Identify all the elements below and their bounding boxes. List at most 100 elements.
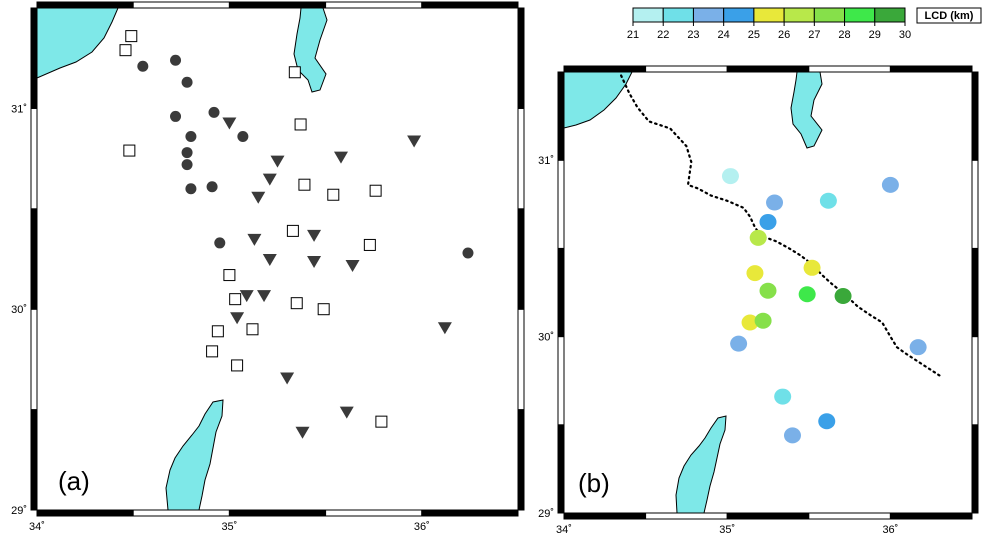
colorbar-cell <box>844 7 876 23</box>
triangle-marker <box>257 290 272 303</box>
lcd-point <box>819 192 837 209</box>
x-tick-label: 35˚ <box>221 521 237 533</box>
square-marker <box>290 297 303 310</box>
triangle-marker <box>262 254 277 266</box>
colorbar-tick-label: 21 <box>627 29 639 41</box>
circle-marker <box>137 60 149 72</box>
lcd-point <box>909 339 927 356</box>
square-marker <box>246 323 259 336</box>
circle-marker <box>170 110 182 122</box>
triangle-marker <box>345 260 360 273</box>
circle-marker <box>181 76 193 88</box>
y-tick-label: 31˚ <box>538 155 554 167</box>
lcd-point <box>746 265 764 282</box>
lcd-point <box>754 312 772 329</box>
colorbar-tick-label: 28 <box>838 29 850 41</box>
lcd-point <box>759 282 777 299</box>
lcd-point <box>749 229 767 246</box>
frame-segment <box>808 65 891 73</box>
x-tick-label: 35˚ <box>719 524 735 533</box>
triangle-marker <box>339 406 354 419</box>
colorbar-cell <box>753 7 785 23</box>
frame-segment <box>645 512 728 520</box>
frame-segment <box>517 208 525 310</box>
frame-segment <box>557 247 565 338</box>
frame-segment <box>228 509 327 517</box>
square-marker <box>369 184 382 197</box>
frame-segment <box>325 509 423 517</box>
panel-label-a: (a) <box>58 466 90 496</box>
frame-segment <box>36 1 134 9</box>
colorbar-tick-label: 26 <box>778 29 790 41</box>
square-marker <box>363 238 376 251</box>
circle-marker <box>208 106 220 118</box>
triangle-marker <box>239 290 254 303</box>
lcd-point <box>803 259 821 276</box>
circle-marker <box>214 237 226 249</box>
frame-segment <box>971 159 979 249</box>
square-marker <box>294 118 307 131</box>
frame-segment <box>808 512 891 520</box>
colorbar-tick-label: 29 <box>869 29 881 41</box>
colorbar-cell <box>662 7 694 23</box>
colorbar-title-box <box>916 7 982 24</box>
frame-segment <box>517 409 525 511</box>
colorbar-cell <box>692 7 725 23</box>
frame-segment <box>30 7 38 109</box>
lcd-point <box>741 314 759 331</box>
lcd-points-b <box>721 168 927 444</box>
triangle-marker <box>407 135 422 148</box>
frame-segment <box>30 107 38 210</box>
frame-segment <box>421 1 519 9</box>
y-tick-label: 29˚ <box>538 508 554 520</box>
frame-segment <box>557 336 565 426</box>
circle-marker <box>185 131 197 143</box>
circle-marker <box>462 247 474 259</box>
frame-segment <box>36 509 134 517</box>
frame-segment <box>325 1 423 9</box>
colorbar-cell <box>723 7 755 23</box>
triangle-marker <box>222 117 237 130</box>
station-markers-a <box>119 30 474 439</box>
colorbar-cell <box>813 7 846 23</box>
square-marker <box>327 188 340 201</box>
x-tick-label: 36˚ <box>882 524 898 533</box>
lcd-point <box>730 335 748 352</box>
colorbar-ticks: 21 22 23 24 25 26 27 28 29 30 <box>627 22 911 41</box>
frame-segment <box>889 512 973 520</box>
y-tick-label: 30˚ <box>11 304 27 316</box>
colorbar-tick-label: 27 <box>808 29 820 41</box>
circle-marker <box>185 183 197 195</box>
tick-labels-b: 34˚ 35˚ 36˚ 29˚ 30˚ 31˚ <box>538 155 898 533</box>
y-tick-label: 31˚ <box>11 103 27 115</box>
frame-segment <box>889 65 973 73</box>
y-tick-label: 29˚ <box>11 505 27 517</box>
square-marker <box>231 359 244 372</box>
map-panel-b: 34˚ 35˚ 36˚ 29˚ 30˚ 31˚ (b) <box>538 65 979 533</box>
sea-gulf-of-aqaba-a <box>165 399 224 511</box>
triangle-marker <box>307 229 322 242</box>
frame-segment <box>132 509 230 517</box>
lcd-point <box>834 288 852 305</box>
frame-segment <box>517 107 525 210</box>
square-marker <box>288 66 301 79</box>
map-border <box>563 71 973 514</box>
sea-polygons-a <box>36 7 328 511</box>
colorbar-tick-label: 25 <box>748 29 760 41</box>
map-frame-a <box>30 1 525 517</box>
sea-polygons-b <box>563 71 823 514</box>
colorbar-tick-label: 23 <box>687 29 699 41</box>
square-marker <box>375 415 388 428</box>
frame-segment <box>557 424 565 514</box>
x-tick-label: 34˚ <box>556 524 572 533</box>
lcd-point <box>721 168 739 185</box>
lcd-point <box>774 388 792 405</box>
lcd-point <box>798 286 816 303</box>
frame-segment <box>645 65 728 73</box>
sea-mediterranean-b <box>563 71 633 129</box>
panel-label-b: (b) <box>578 468 610 498</box>
colorbar-tick-label: 24 <box>718 29 730 41</box>
frame-segment <box>971 247 979 338</box>
sea-gulf-of-aqaba-b <box>675 415 727 514</box>
square-marker <box>206 345 219 358</box>
